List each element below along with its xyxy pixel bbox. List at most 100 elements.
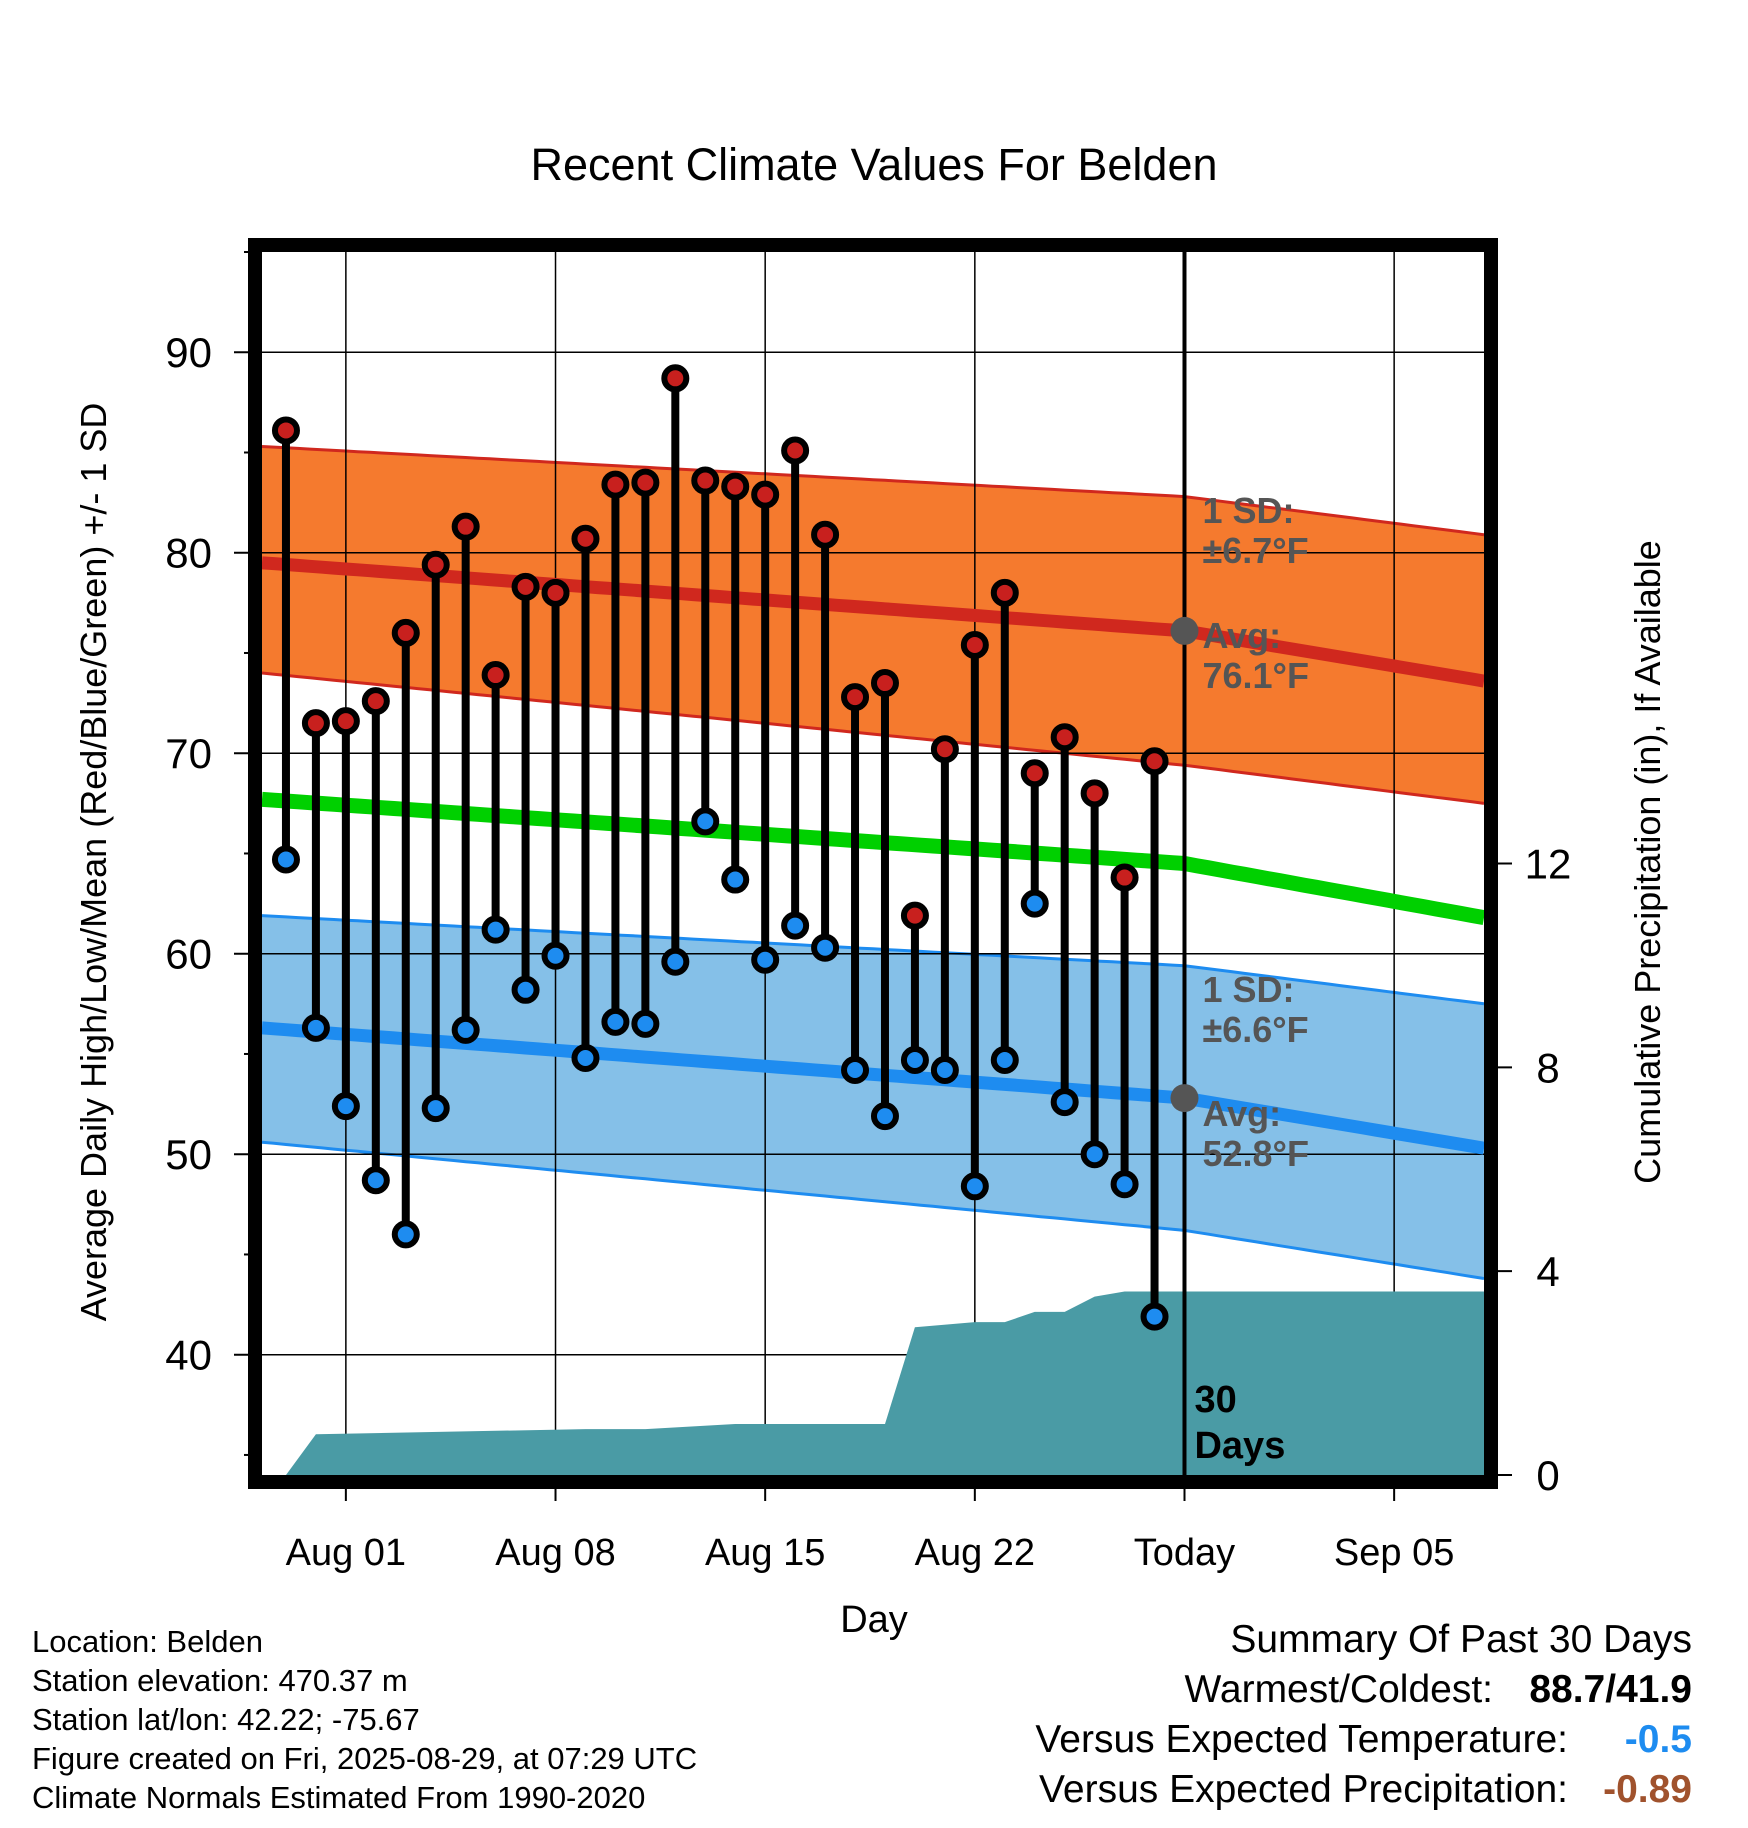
low-temp-point [541,941,570,970]
low-sd-lower-edge [262,1140,1484,1280]
high-temp-point [900,901,929,930]
high-temp-point [481,661,510,690]
low-temp-point [1020,889,1049,918]
y-tick-label: 50 [165,1131,212,1178]
summary-precip-row: Versus Expected Precipitation: -0.89 [1035,1765,1692,1815]
low-temp-point [631,1009,660,1038]
low-temp-point [1080,1140,1109,1169]
high-temp-point [1050,723,1079,752]
high-avg-value: 76.1°F [1202,655,1308,696]
low-avg-value: 52.8°F [1202,1133,1308,1174]
high-temp-point [1020,759,1049,788]
station-info: Location: Belden Station elevation: 470.… [32,1622,697,1817]
summary-temp-value: -0.5 [1624,1718,1692,1761]
high-temp-point [721,472,750,501]
high-temp-point [1080,779,1109,808]
summary-precip-label: Versus Expected Precipitation: [1039,1768,1568,1811]
mean-line [262,791,1484,925]
high-temp-point [571,524,600,553]
high-avg-label: Avg: [1202,615,1281,656]
y-tick-label: 60 [165,931,212,978]
x-tick-label: Aug 01 [286,1532,406,1574]
high-sd-upper-edge [262,445,1484,537]
high-temp-point [691,466,720,495]
low-temp-point [511,975,540,1004]
high-temp-point [990,578,1019,607]
low-temp-point [361,1166,390,1195]
low-temp-point [601,1007,630,1036]
summary-panel: Summary Of Past 30 Days Warmest/Coldest:… [1035,1615,1692,1815]
low-temp-point [930,1056,959,1085]
high-temp-point [811,520,840,549]
low-temp-point [1050,1088,1079,1117]
low-temp-point [781,911,810,940]
high-sd-value: ±6.7°F [1202,530,1308,571]
high-temp-point [331,707,360,736]
y-tick-label: 90 [165,329,212,376]
low-temp-point [481,915,510,944]
low-temp-point [331,1092,360,1121]
low-temp-point [691,807,720,836]
summary-precip-value: -0.89 [1603,1768,1692,1811]
x-tick-label: Today [1134,1532,1235,1574]
chart-title: Recent Climate Values For Belden [531,139,1218,190]
low-temp-point [900,1045,929,1074]
high-temp-point [361,687,390,716]
low-temp-point [391,1220,420,1249]
low-temp-point [751,945,780,974]
low-average-marker [1170,1084,1199,1113]
low-sd-label: 1 SD: [1202,969,1294,1010]
x-tick-label: Aug 08 [495,1532,615,1574]
low-temp-point [571,1043,600,1072]
info-latlon: Station lat/lon: 42.22; -75.67 [32,1702,420,1737]
low-temp-point [421,1094,450,1123]
y-axis-label: Average Daily High/Low/Mean (Red/Blue/Gr… [73,403,114,1322]
summary-temp-row: Versus Expected Temperature: -0.5 [1035,1715,1692,1765]
x-tick-label: Aug 22 [915,1532,1035,1574]
x-tick-label: Aug 15 [705,1532,825,1574]
high-temp-point [601,470,630,499]
summary-temp-label: Versus Expected Temperature: [1035,1718,1568,1761]
low-avg-label: Avg: [1202,1093,1281,1134]
y2-tick-label: 8 [1536,1044,1559,1091]
low-temp-point [301,1013,330,1042]
info-elevation: Station elevation: 470.37 m [32,1663,408,1698]
low-temp-point [960,1172,989,1201]
x-tick-label: Sep 05 [1334,1532,1454,1574]
low-temp-point [811,933,840,962]
low-temp-point [1110,1170,1139,1199]
low-temp-point [870,1102,899,1131]
high-temp-point [541,578,570,607]
high-temp-point [301,709,330,738]
high-temp-point [271,416,300,445]
summary-heading: Summary Of Past 30 Days [1230,1618,1692,1661]
summary-warmest-label: Warmest/Coldest: [1184,1668,1493,1711]
y-tick-label: 80 [165,530,212,577]
high-temp-point [631,468,660,497]
high-sd-band [262,446,1484,804]
high-temp-point [661,364,690,393]
high-temp-point [1140,747,1169,776]
x-axis-label: Day [840,1599,908,1641]
high-temp-point [751,480,780,509]
low-temp-point [990,1045,1019,1074]
y2-tick-label: 0 [1536,1452,1559,1499]
low-sd-value: ±6.6°F [1202,1009,1308,1050]
y2-tick-label: 4 [1536,1248,1559,1295]
low-temp-point [661,947,690,976]
high-temp-point [451,512,480,541]
y-tick-label: 70 [165,730,212,777]
high-temp-point [781,436,810,465]
low-temp-point [721,865,750,894]
low-temp-point [1140,1302,1169,1331]
high-temp-point [1110,863,1139,892]
period-label: 30 [1194,1379,1236,1421]
high-temp-point [930,735,959,764]
precipitation-area [286,1291,1484,1475]
summary-warmest-value: 88.7/41.9 [1529,1668,1692,1711]
y2-axis-label: Cumulative Precipitation (in), If Availa… [1627,540,1668,1184]
high-average-marker [1170,616,1199,645]
high-temp-point [841,683,870,712]
info-created: Figure created on Fri, 2025-08-29, at 07… [32,1741,698,1776]
